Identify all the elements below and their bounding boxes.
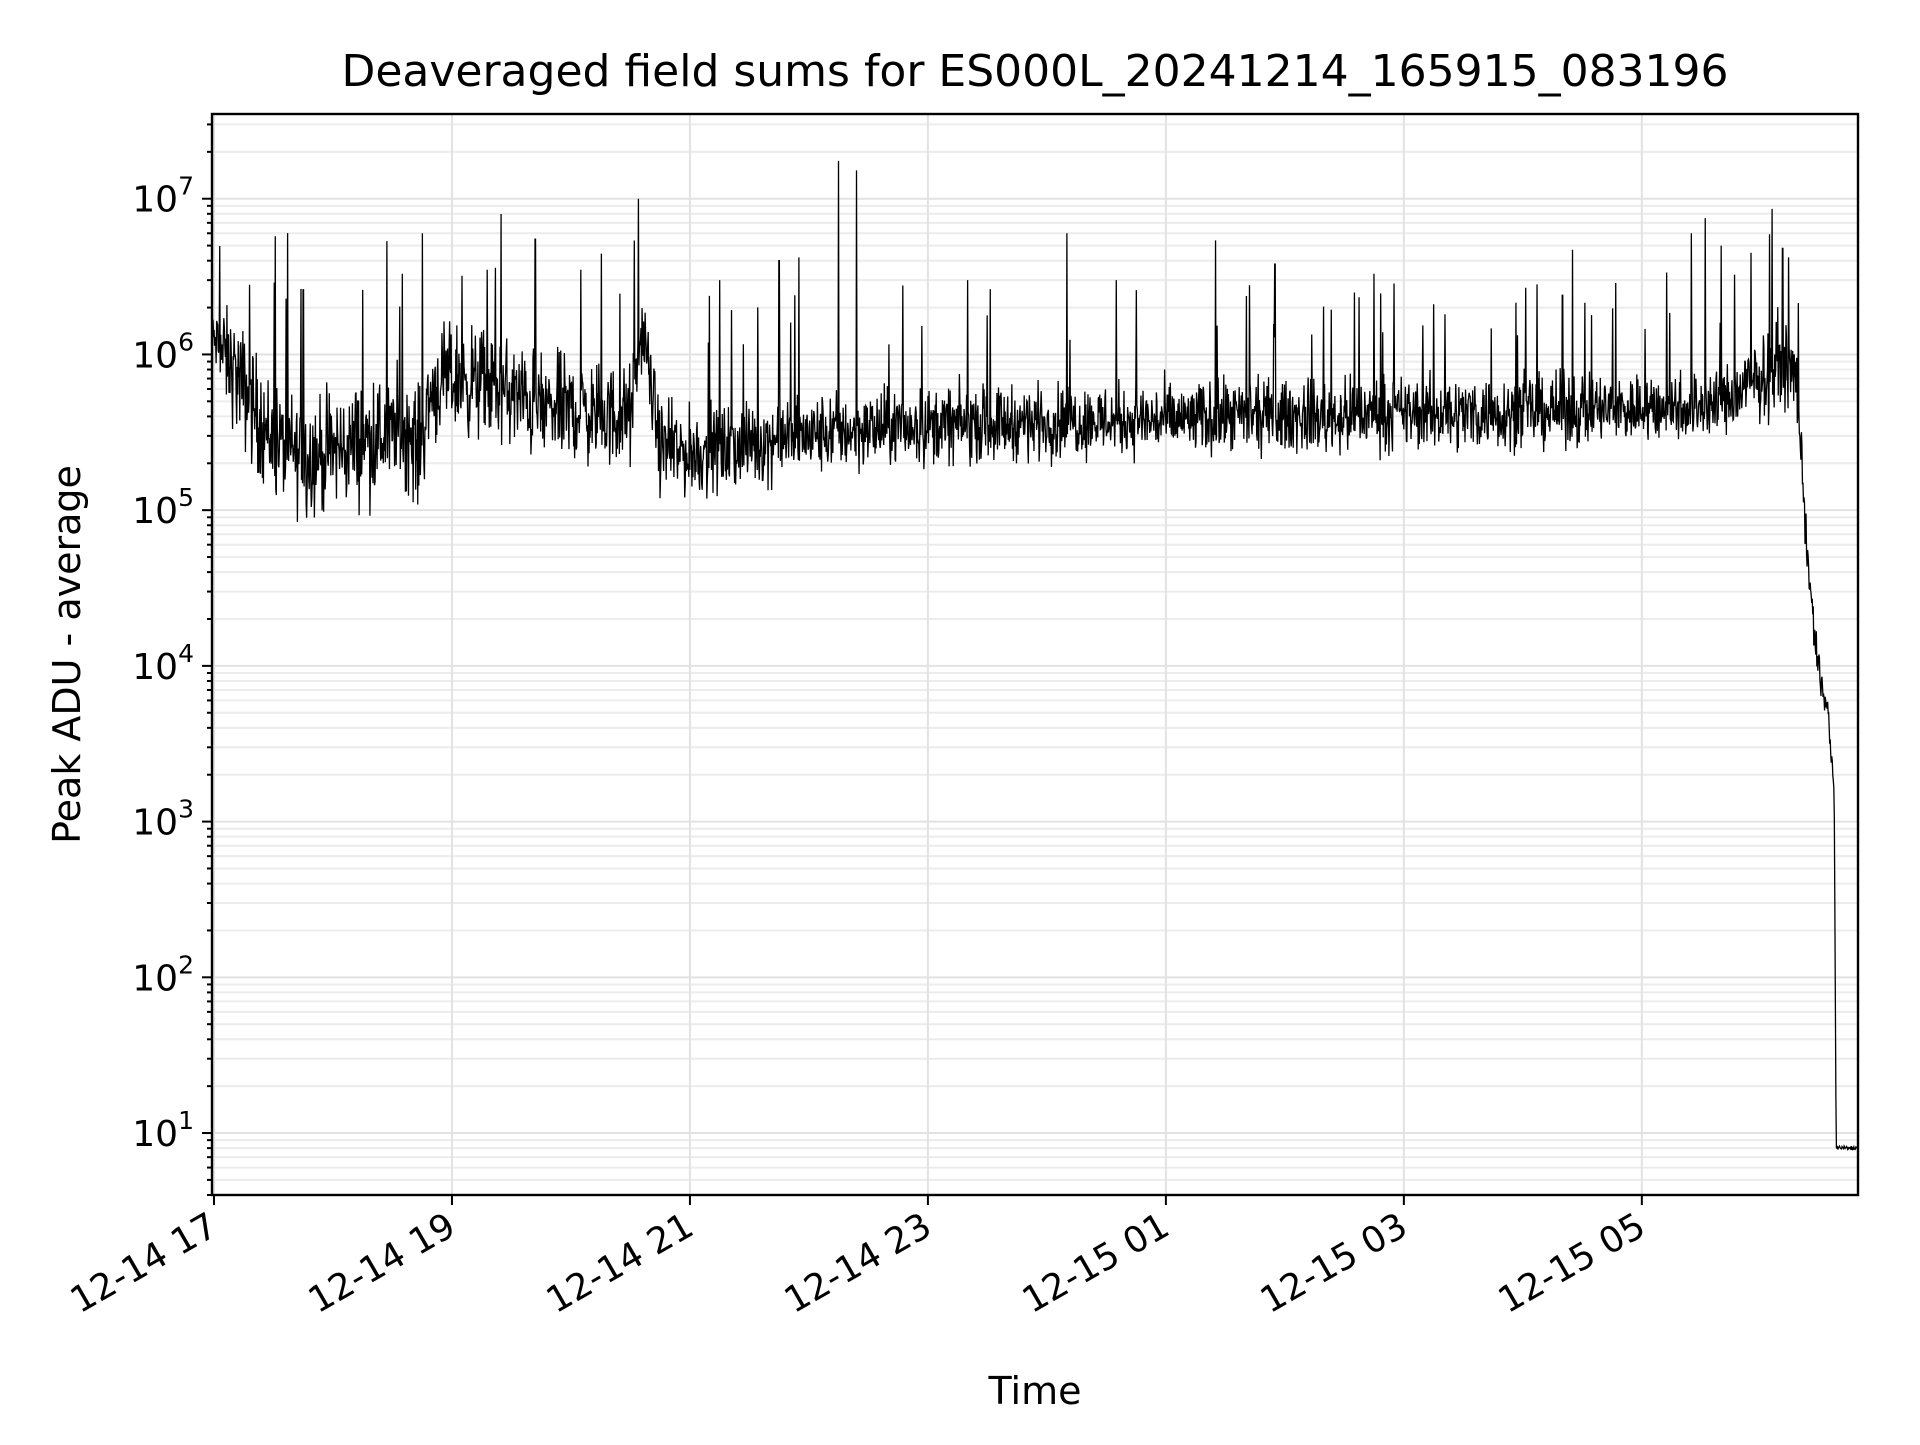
- y-tick-label: 106: [132, 327, 194, 376]
- plot-frame: [210, 112, 1860, 1197]
- grid: [212, 114, 1858, 1196]
- y-axis-label: Peak ADU - average: [45, 465, 89, 844]
- x-axis: 12-14 17 12-14 19 12-14 21 12-14 23 12-15 01…: [64, 1195, 1653, 1322]
- x-tick-label: 12-14 21: [540, 1205, 701, 1321]
- x-tick-label: 12-15 01: [1016, 1205, 1177, 1321]
- plot-series: [211, 160, 1859, 1152]
- series-line: [211, 160, 1859, 1152]
- y-axis: 101 102 103 104 105 106 107: [132, 123, 212, 1196]
- y-tick-label: 102: [132, 950, 194, 999]
- y-tick-label: 105: [132, 483, 194, 532]
- x-tick-label: 12-15 03: [1254, 1205, 1415, 1321]
- y-tick-label: 101: [132, 1106, 194, 1155]
- x-tick-label: 12-15 05: [1492, 1205, 1653, 1321]
- y-tick-label: 103: [132, 795, 194, 844]
- x-tick-label: 12-14 23: [778, 1205, 939, 1321]
- x-tick-label: 12-14 17: [64, 1205, 225, 1321]
- x-tick-label: 12-14 19: [302, 1205, 463, 1321]
- y-tick-label: 104: [132, 639, 194, 688]
- chart-title: Deaveraged field sums for ES000L_2024121…: [341, 46, 1728, 97]
- x-axis-label: Time: [988, 1369, 1082, 1413]
- y-tick-label: 107: [132, 172, 194, 221]
